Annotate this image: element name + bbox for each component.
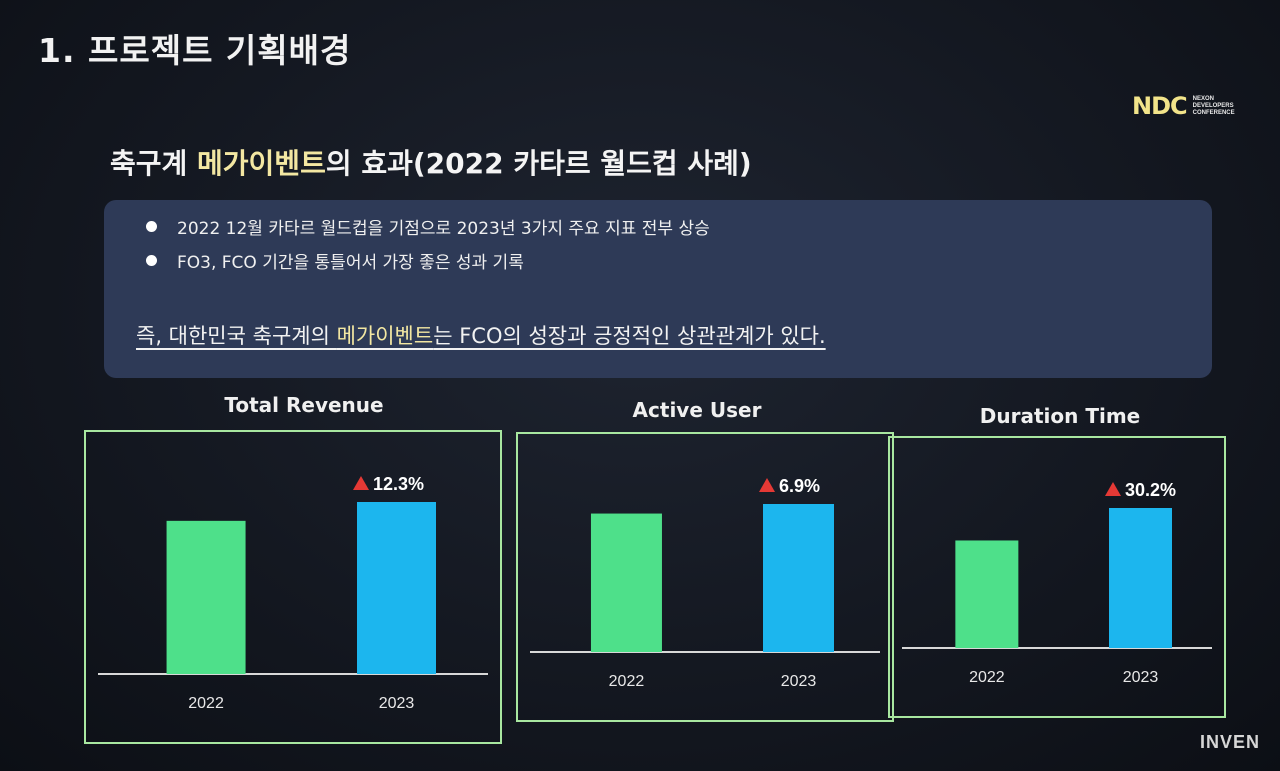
change-label: 6.9%	[779, 476, 820, 496]
chart-title-total-revenue: Total Revenue	[224, 393, 384, 417]
headline-pre: 축구계	[110, 147, 198, 180]
tick-label-2022: 2022	[609, 673, 645, 690]
bar-2022	[166, 520, 246, 674]
bullet-dot-icon	[146, 255, 157, 266]
inven-watermark: INVEN	[1199, 732, 1260, 752]
chart-title-duration-time: Duration Time	[979, 404, 1141, 428]
info-box: 2022 12월 카타르 월드컵을 기점으로 2023년 3가지 주요 지표 전…	[104, 200, 1212, 378]
logo-line-3: CONFERENCE	[1192, 109, 1235, 116]
tick-label-2023: 2023	[781, 673, 817, 690]
ndc-logo-text: NEXON DEVELOPERS CONFERENCE	[1193, 96, 1235, 117]
bullet-item: 2022 12월 카타르 월드컵을 기점으로 2023년 3가지 주요 지표 전…	[146, 214, 710, 239]
increase-arrow-icon	[353, 476, 369, 490]
increase-arrow-icon	[1105, 482, 1121, 496]
logo-line-1: NEXON	[1192, 95, 1214, 102]
logo-line-2: DEVELOPERS	[1192, 102, 1234, 109]
tick-label-2023: 2023	[379, 695, 415, 712]
bar-2023	[763, 504, 834, 652]
bar-2023	[1109, 508, 1172, 648]
section-title: 1. 프로젝트 기획배경	[38, 31, 352, 70]
chart-title-active-user: Active User	[632, 398, 762, 422]
tick-label-2022: 2022	[969, 669, 1005, 686]
bullet-text: FO3, FCO 기간을 통틀어서 가장 좋은 성과 기록	[177, 253, 524, 273]
headline-highlight: 메가이벤트	[197, 147, 326, 180]
bar-2022	[955, 540, 1019, 648]
change-label: 30.2%	[1125, 480, 1176, 500]
ndc-logo-mark: NDC	[1132, 92, 1188, 120]
summary-post: 는 FCO의 성장과 긍정적인 상관관계가 있다.	[433, 324, 826, 348]
chart-active-user: 2022 2023 6.9%	[516, 432, 894, 722]
bullet-text: 2022 12월 카타르 월드컵을 기점으로 2023년 3가지 주요 지표 전…	[177, 219, 710, 239]
tick-label-2023: 2023	[1123, 669, 1159, 686]
bullet-item: FO3, FCO 기간을 통틀어서 가장 좋은 성과 기록	[146, 248, 524, 273]
bullet-dot-icon	[146, 221, 157, 232]
chart-total-revenue: 2022 2023 12.3%	[84, 430, 502, 744]
summary-statement: 즉, 대한민국 축구계의 메가이벤트는 FCO의 성장과 긍정적인 상관관계가 …	[136, 320, 826, 350]
change-label: 12.3%	[373, 474, 424, 494]
tick-label-2022: 2022	[188, 695, 224, 712]
increase-arrow-icon	[759, 478, 775, 492]
bar-2022	[590, 513, 662, 652]
summary-pre: 즉, 대한민국 축구계의	[136, 324, 337, 348]
ndc-logo: NDC NEXON DEVELOPERS CONFERENCE	[1132, 92, 1235, 120]
headline-post: 의 효과(2022 카타르 월드컵 사례)	[325, 147, 752, 180]
bar-2023	[357, 502, 436, 674]
slide-headline: 축구계 메가이벤트의 효과(2022 카타르 월드컵 사례)	[110, 142, 752, 182]
chart-duration-time: 2022 2023 30.2%	[888, 436, 1226, 718]
summary-highlight: 메가이벤트	[336, 324, 434, 348]
